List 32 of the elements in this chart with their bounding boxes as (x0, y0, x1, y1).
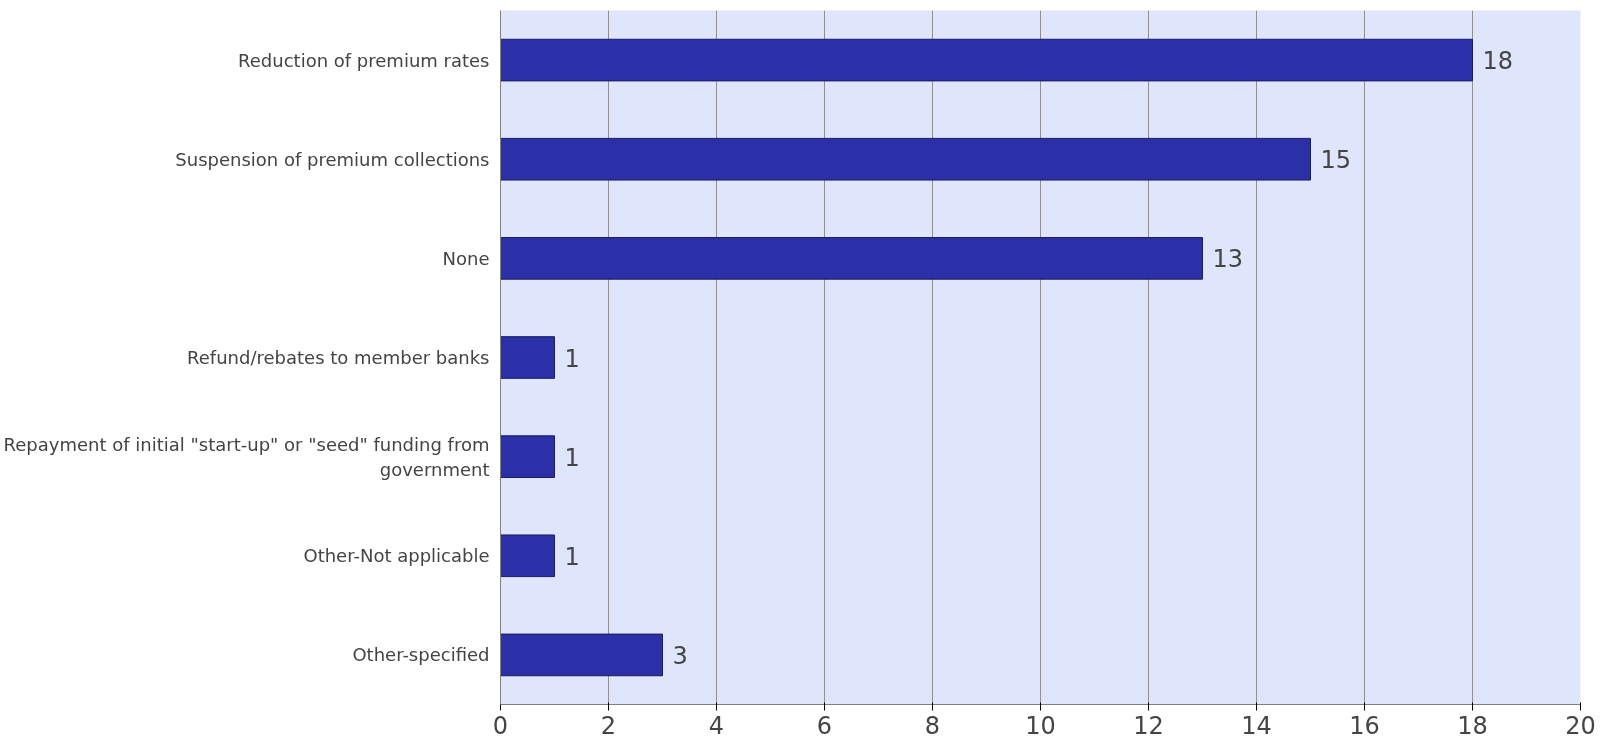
data-label: 1 (564, 344, 580, 373)
y-tick-label: None (442, 247, 490, 269)
y-tick-label: Other-specified (352, 644, 490, 666)
x-tick-label: 8 (924, 711, 941, 740)
y-tick-label: Repayment of initial "start-up" or "seed" funding from government (3, 433, 490, 480)
x-tick-label: 20 (1565, 711, 1596, 740)
y-tick-label: Refund/rebates to member banks (187, 347, 490, 368)
data-label: 1 (564, 443, 580, 472)
x-tick-label: 10 (1025, 711, 1056, 740)
y-tick-label: Reduction of premium rates (238, 49, 490, 71)
bar (500, 38, 1473, 82)
data-label: 13 (1212, 245, 1244, 274)
bar (500, 336, 555, 379)
data-label: 15 (1320, 146, 1352, 175)
x-tick-label: 16 (1349, 711, 1380, 740)
bar (500, 137, 1311, 181)
data-label: 3 (672, 641, 688, 670)
bar (500, 633, 663, 677)
bar (500, 534, 555, 578)
x-tick-label: 2 (600, 711, 617, 740)
x-tick-label: 6 (816, 711, 833, 740)
x-tick-label: 18 (1457, 711, 1488, 740)
y-tick-label: Other-Not applicable (303, 545, 490, 567)
x-tick-label: 14 (1241, 711, 1272, 740)
bar (500, 435, 555, 478)
data-label: 1 (564, 542, 580, 571)
data-label: 18 (1482, 47, 1514, 76)
x-tick-label: 0 (492, 711, 509, 740)
bar (500, 237, 1203, 280)
x-tick-label: 4 (708, 711, 725, 740)
y-tick-label: Suspension of premium collections (175, 148, 490, 170)
x-tick-label: 12 (1133, 711, 1164, 740)
